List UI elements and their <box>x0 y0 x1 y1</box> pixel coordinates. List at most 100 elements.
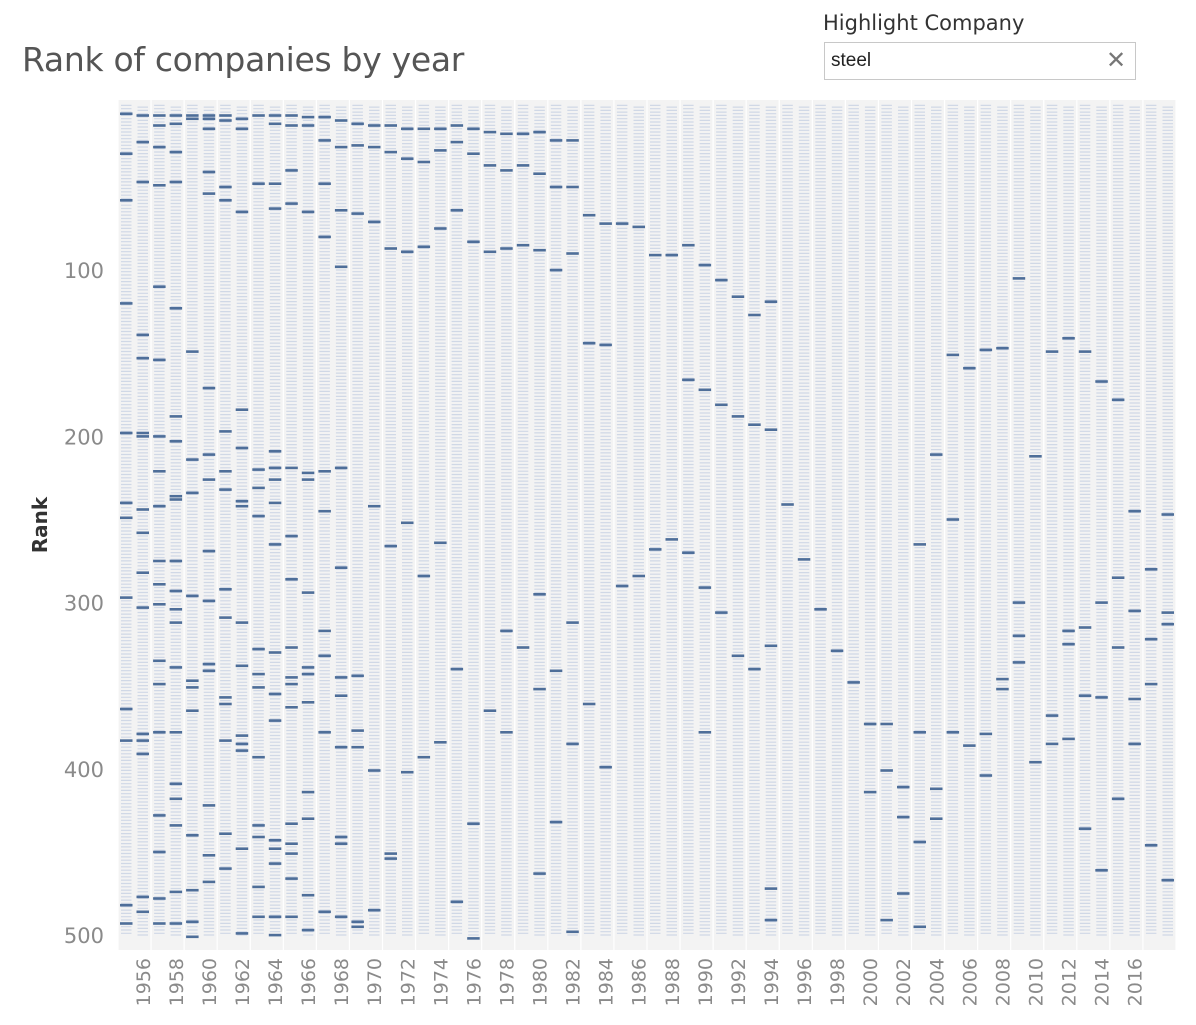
highlight-mark[interactable] <box>549 139 563 142</box>
highlight-mark[interactable] <box>384 124 398 127</box>
highlight-mark[interactable] <box>235 504 249 508</box>
highlight-mark[interactable] <box>252 755 265 759</box>
highlight-mark[interactable] <box>301 591 315 594</box>
highlight-mark[interactable] <box>153 145 166 149</box>
highlight-mark[interactable] <box>334 842 348 845</box>
highlight-mark[interactable] <box>417 127 431 131</box>
highlight-mark[interactable] <box>533 593 546 596</box>
highlight-mark[interactable] <box>417 245 431 249</box>
highlight-mark[interactable] <box>599 343 612 347</box>
highlight-mark[interactable] <box>136 431 150 435</box>
highlight-mark[interactable] <box>797 558 811 561</box>
highlight-mark[interactable] <box>334 694 348 697</box>
highlight-mark[interactable] <box>285 169 298 172</box>
highlight-mark[interactable] <box>202 386 216 390</box>
highlight-mark[interactable] <box>285 682 298 686</box>
highlight-mark[interactable] <box>268 692 282 696</box>
highlight-mark[interactable] <box>186 834 199 837</box>
highlight-mark[interactable] <box>252 885 265 889</box>
highlight-mark[interactable] <box>500 731 513 734</box>
highlight-mark[interactable] <box>1012 661 1026 664</box>
highlight-mark[interactable] <box>913 925 927 929</box>
highlight-mark[interactable] <box>533 130 546 134</box>
highlight-mark[interactable] <box>516 132 530 136</box>
highlight-mark[interactable] <box>930 817 943 820</box>
highlight-mark[interactable] <box>764 887 778 890</box>
highlight-mark[interactable] <box>268 114 282 117</box>
highlight-mark[interactable] <box>153 682 166 686</box>
highlight-mark[interactable] <box>301 471 315 475</box>
highlight-mark[interactable] <box>533 687 546 691</box>
highlight-mark[interactable] <box>1111 576 1125 579</box>
highlight-mark[interactable] <box>946 353 960 357</box>
highlight-mark[interactable] <box>252 824 265 827</box>
highlight-mark[interactable] <box>483 250 497 254</box>
highlight-mark[interactable] <box>698 731 712 734</box>
highlight-mark[interactable] <box>268 207 282 210</box>
highlight-mark[interactable] <box>169 666 183 669</box>
highlight-mark[interactable] <box>566 185 579 189</box>
highlight-mark[interactable] <box>169 440 183 443</box>
highlight-mark[interactable] <box>549 669 563 673</box>
highlight-mark[interactable] <box>533 172 546 175</box>
highlight-mark[interactable] <box>384 247 398 250</box>
highlight-mark[interactable] <box>946 518 960 521</box>
highlight-mark[interactable] <box>748 667 761 671</box>
highlight-mark[interactable] <box>202 662 216 666</box>
highlight-mark[interactable] <box>136 732 150 736</box>
highlight-mark[interactable] <box>1095 869 1108 872</box>
highlight-mark[interactable] <box>1012 277 1026 280</box>
highlight-mark[interactable] <box>417 160 431 164</box>
highlight-mark[interactable] <box>153 124 166 127</box>
highlight-mark[interactable] <box>1144 844 1158 847</box>
highlight-mark[interactable] <box>368 908 381 912</box>
highlight-mark[interactable] <box>1111 398 1125 402</box>
highlight-mark[interactable] <box>715 403 728 407</box>
highlight-mark[interactable] <box>153 922 166 925</box>
highlight-mark[interactable] <box>169 782 183 786</box>
highlight-mark[interactable] <box>268 182 282 185</box>
highlight-mark[interactable] <box>946 731 960 734</box>
highlight-mark[interactable] <box>1045 714 1059 717</box>
highlight-mark[interactable] <box>384 544 398 548</box>
highlight-mark[interactable] <box>202 478 216 481</box>
highlight-mark[interactable] <box>863 722 877 726</box>
highlight-mark[interactable] <box>351 920 364 924</box>
highlight-mark[interactable] <box>334 209 348 212</box>
highlight-mark[interactable] <box>136 739 150 742</box>
highlight-mark[interactable] <box>368 769 381 772</box>
highlight-mark[interactable] <box>1078 694 1092 697</box>
highlight-mark[interactable] <box>897 785 910 789</box>
highlight-mark[interactable] <box>120 903 133 907</box>
highlight-mark[interactable] <box>285 202 298 205</box>
highlight-mark[interactable] <box>467 240 480 244</box>
highlight-mark[interactable] <box>153 659 166 663</box>
highlight-mark[interactable] <box>731 654 745 658</box>
highlight-mark[interactable] <box>136 606 150 609</box>
highlight-mark[interactable] <box>285 706 298 709</box>
highlight-mark[interactable] <box>153 285 166 288</box>
highlight-mark[interactable] <box>334 566 348 569</box>
highlight-mark[interactable] <box>268 915 282 919</box>
highlight-mark[interactable] <box>252 114 265 117</box>
highlight-mark[interactable] <box>268 450 282 453</box>
highlight-mark[interactable] <box>120 516 133 520</box>
highlight-mark[interactable] <box>615 584 629 588</box>
highlight-mark[interactable] <box>219 588 232 591</box>
highlight-mark[interactable] <box>285 578 298 581</box>
highlight-mark[interactable] <box>880 769 893 772</box>
highlight-mark[interactable] <box>615 222 629 225</box>
highlight-mark[interactable] <box>219 696 232 699</box>
highlight-mark[interactable] <box>202 854 216 857</box>
highlight-mark[interactable] <box>252 835 265 839</box>
highlight-mark[interactable] <box>136 356 150 360</box>
highlight-mark[interactable] <box>351 729 364 732</box>
highlight-mark[interactable] <box>682 551 695 554</box>
highlight-mark[interactable] <box>401 250 414 254</box>
highlight-mark[interactable] <box>450 900 464 904</box>
highlight-mark[interactable] <box>1128 742 1141 746</box>
highlight-mark[interactable] <box>318 182 331 185</box>
highlight-mark[interactable] <box>368 145 381 149</box>
highlight-mark[interactable] <box>169 415 183 418</box>
highlight-mark[interactable] <box>351 122 364 126</box>
